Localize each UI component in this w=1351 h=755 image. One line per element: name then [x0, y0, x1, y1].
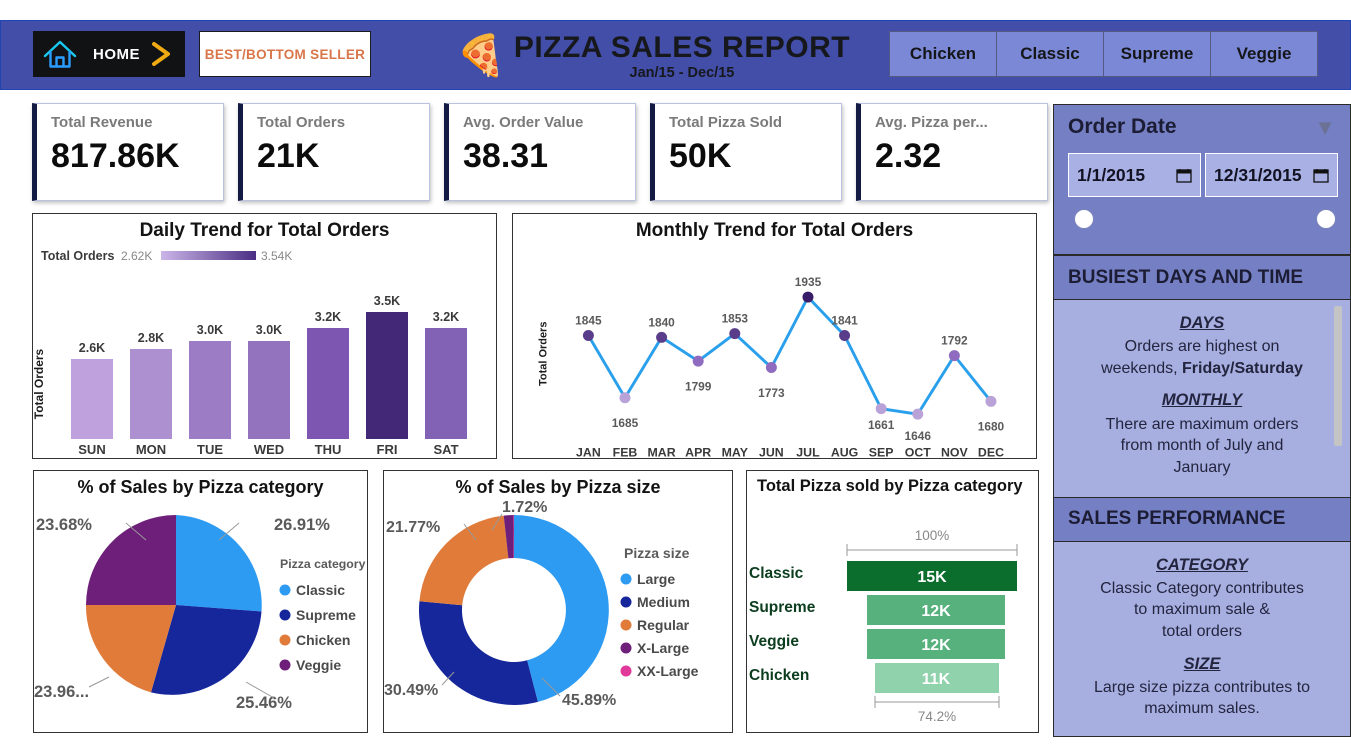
- svg-text:NOV: NOV: [941, 445, 969, 459]
- svg-text:FRI: FRI: [377, 442, 398, 457]
- svg-text:3.54K: 3.54K: [261, 249, 292, 263]
- svg-text:Classic: Classic: [749, 565, 804, 582]
- svg-text:1840: 1840: [648, 315, 675, 329]
- svg-text:FEB: FEB: [613, 445, 638, 459]
- svg-text:2.6K: 2.6K: [79, 341, 105, 355]
- svg-text:Classic: Classic: [296, 582, 345, 598]
- svg-text:2.8K: 2.8K: [138, 331, 164, 345]
- svg-text:SAT: SAT: [433, 442, 458, 457]
- svg-text:100%: 100%: [915, 528, 950, 543]
- svg-text:1773: 1773: [758, 386, 785, 400]
- svg-text:JAN: JAN: [576, 445, 601, 459]
- svg-text:Supreme: Supreme: [296, 607, 356, 623]
- svg-text:74.2%: 74.2%: [918, 709, 956, 724]
- svg-text:1935: 1935: [795, 275, 822, 289]
- svg-text:Total Orders: Total Orders: [537, 322, 549, 386]
- svg-text:TUE: TUE: [197, 442, 223, 457]
- svg-text:OCT: OCT: [905, 445, 932, 459]
- svg-text:Total Orders: Total Orders: [41, 249, 114, 263]
- svg-text:WED: WED: [254, 442, 284, 457]
- svg-text:30.49%: 30.49%: [384, 682, 438, 699]
- svg-text:1.72%: 1.72%: [502, 500, 547, 516]
- svg-text:12K: 12K: [921, 603, 951, 620]
- svg-text:25.46%: 25.46%: [236, 694, 292, 712]
- svg-text:MON: MON: [136, 442, 166, 457]
- svg-text:15K: 15K: [917, 569, 947, 586]
- svg-text:Supreme: Supreme: [749, 599, 816, 616]
- svg-text:Regular: Regular: [637, 617, 690, 633]
- svg-text:1845: 1845: [575, 314, 602, 328]
- svg-text:JUL: JUL: [796, 445, 820, 459]
- svg-text:3.2K: 3.2K: [315, 310, 341, 324]
- svg-text:1661: 1661: [868, 418, 895, 432]
- svg-text:3.2K: 3.2K: [433, 310, 459, 324]
- svg-text:1841: 1841: [831, 314, 858, 328]
- svg-text:SUN: SUN: [78, 442, 105, 457]
- svg-text:AUG: AUG: [831, 445, 858, 459]
- svg-text:21.77%: 21.77%: [386, 519, 440, 536]
- svg-text:3.0K: 3.0K: [256, 323, 282, 337]
- svg-text:MAY: MAY: [722, 445, 749, 459]
- svg-text:23.68%: 23.68%: [36, 516, 92, 534]
- svg-text:SEP: SEP: [869, 445, 894, 459]
- svg-text:3.0K: 3.0K: [197, 323, 223, 337]
- svg-text:Total Orders: Total Orders: [33, 348, 46, 419]
- svg-text:26.91%: 26.91%: [274, 516, 330, 534]
- svg-text:THU: THU: [315, 442, 342, 457]
- svg-text:Veggie: Veggie: [749, 633, 799, 650]
- svg-text:Chicken: Chicken: [296, 632, 350, 648]
- svg-text:23.96...: 23.96...: [34, 683, 89, 701]
- svg-text:1680: 1680: [978, 420, 1005, 434]
- svg-text:Pizza size: Pizza size: [624, 545, 690, 561]
- svg-text:1853: 1853: [722, 312, 749, 326]
- svg-text:XX-Large: XX-Large: [637, 663, 699, 679]
- svg-text:1646: 1646: [905, 429, 932, 443]
- svg-text:2.62K: 2.62K: [121, 249, 152, 263]
- svg-text:1799: 1799: [685, 379, 712, 393]
- svg-text:DEC: DEC: [978, 445, 1004, 459]
- svg-text:Medium: Medium: [637, 594, 690, 610]
- svg-text:3.5K: 3.5K: [374, 294, 400, 308]
- svg-text:X-Large: X-Large: [637, 640, 689, 656]
- svg-text:Chicken: Chicken: [749, 667, 809, 684]
- svg-text:JUN: JUN: [759, 445, 784, 459]
- svg-text:APR: APR: [685, 445, 711, 459]
- svg-text:Large: Large: [637, 571, 675, 587]
- svg-text:11K: 11K: [922, 671, 951, 688]
- svg-text:Veggie: Veggie: [296, 657, 341, 673]
- svg-text:45.89%: 45.89%: [562, 692, 616, 709]
- svg-text:MAR: MAR: [648, 445, 676, 459]
- svg-text:12K: 12K: [921, 637, 951, 654]
- svg-text:1685: 1685: [612, 416, 639, 430]
- svg-text:1792: 1792: [941, 334, 968, 348]
- svg-text:Pizza category: Pizza category: [280, 557, 366, 571]
